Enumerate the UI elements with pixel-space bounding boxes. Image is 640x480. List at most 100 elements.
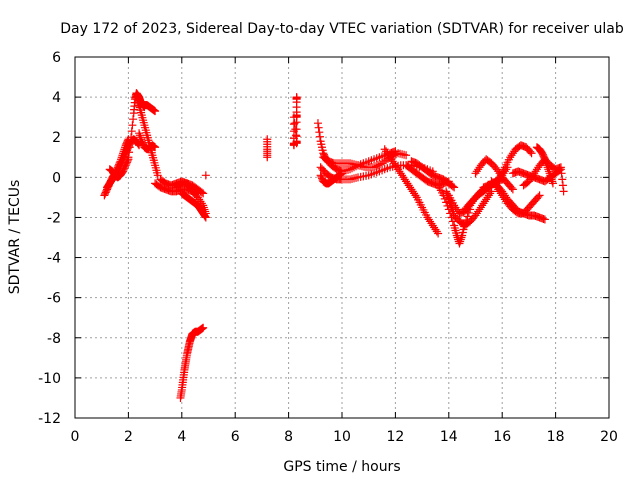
data-point <box>482 195 491 204</box>
data-point <box>133 95 142 104</box>
data-point <box>137 135 146 144</box>
series-arc-v <box>407 157 459 192</box>
data-point <box>376 160 385 169</box>
data-point <box>527 149 536 158</box>
data-point <box>471 169 480 178</box>
data-point <box>548 179 557 188</box>
data-point <box>434 229 443 238</box>
data-point <box>125 143 134 152</box>
data-point <box>542 159 551 168</box>
data-point <box>426 217 435 226</box>
x-tick-label: 10 <box>333 429 351 445</box>
data-point <box>402 151 411 160</box>
data-point <box>380 157 389 166</box>
series-arc-r <box>319 149 411 172</box>
data-point <box>196 197 205 206</box>
data-point <box>456 237 465 246</box>
y-tick-label: -4 <box>47 251 61 267</box>
data-point <box>542 161 551 170</box>
data-point <box>442 189 451 198</box>
data-point <box>527 173 536 182</box>
data-point <box>499 193 508 202</box>
data-point <box>476 203 485 212</box>
data-point <box>406 183 415 192</box>
data-point <box>547 175 556 184</box>
data-point <box>486 189 495 198</box>
data-point <box>399 173 408 182</box>
data-point <box>526 175 535 184</box>
data-point <box>546 173 555 182</box>
series-arc-f <box>132 93 162 180</box>
series-arc-x <box>442 187 496 230</box>
x-tick-label: 18 <box>547 429 565 445</box>
y-tick-label: 0 <box>52 170 61 186</box>
data-point <box>390 159 399 168</box>
data-point <box>496 189 505 198</box>
data-point <box>451 203 460 212</box>
data-point <box>391 161 400 170</box>
x-tick-label: 4 <box>177 429 186 445</box>
data-point <box>557 169 566 178</box>
series-arc-c <box>105 155 133 182</box>
data-point <box>500 195 509 204</box>
data-point <box>558 181 567 190</box>
y-tick-label: -6 <box>47 291 61 307</box>
data-point <box>432 227 441 236</box>
data-point <box>394 165 403 174</box>
data-point <box>411 191 420 200</box>
data-point <box>291 131 300 140</box>
data-point <box>370 163 379 172</box>
data-point <box>498 191 507 200</box>
data-point <box>129 115 138 124</box>
data-point <box>338 169 346 178</box>
series-arc-m <box>176 323 208 402</box>
data-point <box>540 155 549 164</box>
data-point <box>132 93 141 102</box>
data-point <box>117 169 126 178</box>
data-points <box>100 89 568 402</box>
data-point <box>508 185 517 194</box>
data-point <box>536 147 545 156</box>
series-arc-i <box>151 179 202 198</box>
data-point <box>530 169 539 178</box>
data-point <box>495 169 504 178</box>
data-point <box>541 157 550 166</box>
data-point <box>378 159 387 168</box>
data-point <box>374 161 383 170</box>
data-point <box>392 163 401 172</box>
data-point <box>128 121 137 130</box>
data-point <box>448 217 457 226</box>
data-point <box>382 147 391 156</box>
data-point <box>559 187 568 196</box>
data-point <box>427 219 436 228</box>
data-point <box>127 127 136 136</box>
chart-title: Day 172 of 2023, Sidereal Day-to-day VTE… <box>60 21 624 37</box>
data-point <box>383 149 392 158</box>
y-tick-label: 2 <box>52 130 61 146</box>
data-point <box>423 213 432 222</box>
data-point <box>534 192 543 201</box>
x-tick-label: 14 <box>440 429 458 445</box>
data-point <box>507 151 516 160</box>
data-point <box>403 179 412 188</box>
data-point <box>526 147 535 156</box>
data-point <box>448 182 457 191</box>
data-point <box>508 149 517 158</box>
series-arc-ac <box>492 183 544 218</box>
data-point <box>428 221 437 230</box>
data-point <box>408 187 417 196</box>
data-point <box>388 157 397 166</box>
data-point <box>474 207 483 216</box>
data-point <box>410 189 419 198</box>
series-arc-ag <box>471 155 517 194</box>
y-tick-label: -8 <box>47 331 61 347</box>
data-point <box>292 125 301 134</box>
data-point <box>532 165 541 174</box>
data-point <box>543 163 552 172</box>
data-point <box>483 193 492 202</box>
data-point <box>201 213 210 222</box>
y-tick-label: -10 <box>38 371 61 387</box>
y-tick-label: 6 <box>52 50 61 66</box>
data-point <box>313 119 322 128</box>
